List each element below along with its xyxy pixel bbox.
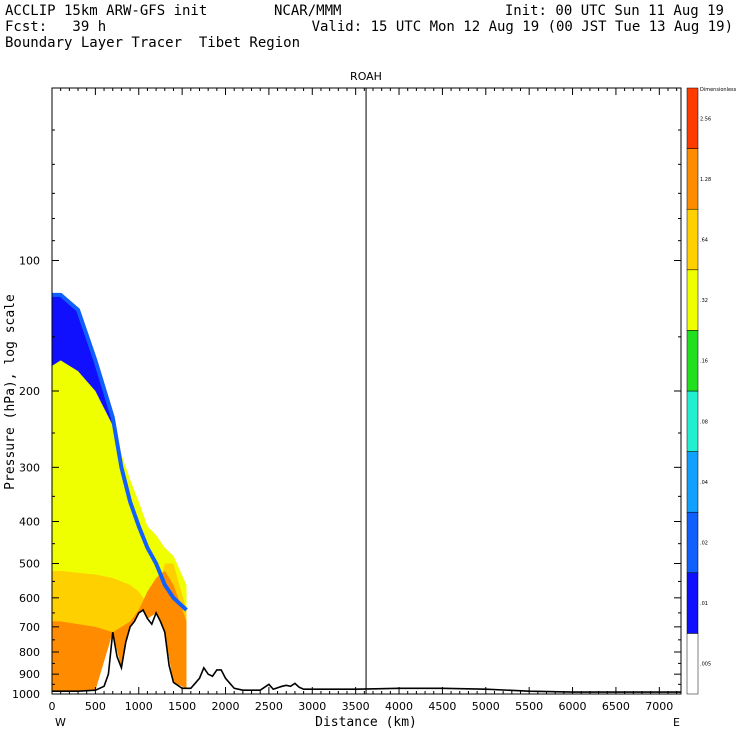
header-line1-right: Init: 00 UTC Sun 11 Aug 19 [504, 3, 724, 19]
colorbar: .005 .01 .02 .04 .08 .16 .32 .64 1.28 2.56 Dimensi… [686, 87, 737, 695]
x-tick-label: 2500 [255, 700, 283, 713]
x-tick-label: 4500 [428, 700, 456, 713]
x-tick-label: 500 [85, 700, 106, 713]
colorbar-label: .16 [700, 359, 708, 365]
colorbar-swatch [686, 269, 699, 331]
y-tick-label: 600 [19, 592, 40, 605]
colorbar-label: .08 [700, 419, 708, 425]
header-line1-left: ACCLIP 15km ARW-GFS init [5, 3, 208, 19]
colorbar-swatch [686, 390, 699, 452]
colorbar-label: 1.28 [700, 177, 711, 183]
y-tick-label: 1000 [12, 688, 40, 701]
colorbar-swatch [686, 451, 699, 513]
x-tick-label: 7000 [645, 700, 673, 713]
tracer-band-3 [52, 570, 187, 692]
colorbar-title: Dimensionless [700, 87, 737, 93]
x-tick-label: 6000 [559, 700, 587, 713]
x-tick-label: 5000 [472, 700, 500, 713]
colorbar-swatch [686, 511, 699, 574]
y-axis-ticks: 100 200 300 400 500 600 700 800 900 1000 [12, 129, 681, 701]
x-tick-label: 3000 [298, 700, 326, 713]
x-axis-title: Distance (km) [315, 715, 417, 730]
colorbar-swatch [686, 330, 699, 392]
x-axis-ticks: 0 500 1000 1500 2000 2500 3000 3500 4000 4500 5000… [49, 88, 678, 713]
y-tick-label: 400 [19, 515, 40, 528]
chart-title: ROAH [350, 70, 382, 83]
header-line2-left: Fcst: 39 h [5, 19, 107, 35]
colorbar-label: .01 [700, 601, 708, 607]
colorbar-swatch [686, 633, 699, 695]
colorbar-label: 2.56 [700, 116, 711, 122]
header-line2-right: Valid: 15 UTC Mon 12 Aug 19 (00 JST Tue … [311, 19, 733, 35]
x-tick-label: 3500 [342, 700, 370, 713]
x-tick-label: 4000 [385, 700, 413, 713]
y-tick-label: 200 [19, 385, 40, 398]
y-tick-label: 800 [19, 646, 40, 659]
x-tick-label: 1000 [125, 700, 153, 713]
tracer-edge [52, 292, 188, 612]
colorbar-label: .64 [700, 238, 708, 244]
colorbar-swatch [686, 87, 699, 149]
x-tick-label: 5500 [515, 700, 543, 713]
tracer-bands [52, 292, 188, 692]
x-tick-label: 6500 [602, 700, 630, 713]
colorbar-label: .02 [700, 541, 708, 547]
header-line3-left: Boundary Layer Tracer Tibet Region [5, 35, 301, 51]
x-tick-label: 2000 [212, 700, 240, 713]
colorbar-label: .32 [700, 298, 708, 304]
colorbar-swatch [686, 148, 699, 210]
colorbar-label: .04 [700, 480, 708, 486]
colorbar-swatch [686, 572, 699, 634]
y-axis-title: Pressure (hPa), log scale [3, 294, 18, 490]
y-tick-label: 700 [19, 621, 40, 634]
x-tick-label: 1500 [168, 700, 196, 713]
terrain-fill [52, 609, 681, 694]
x-axis-left-label: W [55, 716, 66, 729]
header-line1-mid: NCAR/MMM [274, 3, 342, 19]
colorbar-label: .005 [700, 662, 711, 668]
y-tick-label: 100 [19, 255, 40, 268]
x-tick-label: 0 [49, 700, 56, 713]
x-axis-right-label: E [673, 716, 680, 729]
colorbar-swatch [686, 208, 699, 271]
y-tick-label: 300 [19, 461, 40, 474]
y-tick-label: 500 [19, 558, 40, 571]
y-tick-label: 900 [19, 668, 40, 681]
